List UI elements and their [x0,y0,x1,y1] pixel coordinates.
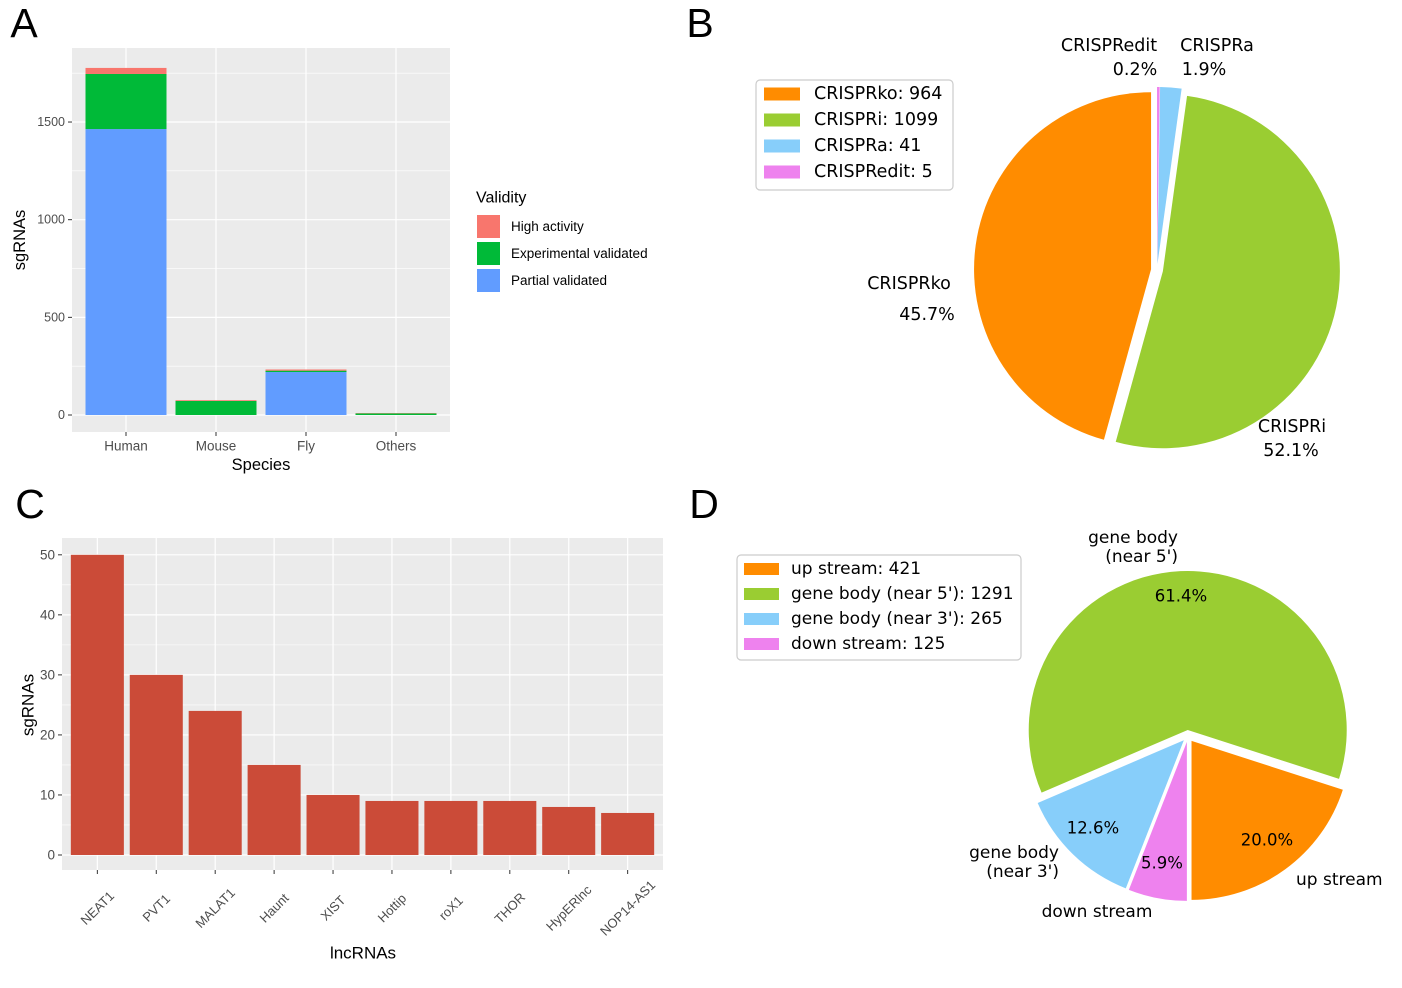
bar-segment [85,73,167,130]
legend-swatch [764,139,800,153]
legend-label: CRISPRi: 1099 [814,110,938,130]
panel-label: B [686,0,713,46]
legend-frame [755,79,954,191]
legend-title: Validity [476,190,526,207]
pie-label: CRISPRi [1258,417,1326,437]
pie-slice [1115,95,1340,449]
panel-a-stacked-bar-chart: 0 500 1000 1500 Human Mouse Fly Others Species sg… [10,0,647,474]
pie-percent-label: 45.7% [899,305,955,325]
legend-swatch [744,638,779,650]
legend-label: CRISPRko: 964 [814,84,942,104]
panel-label: C [15,481,45,527]
panel-label: D [689,481,719,527]
panel-b-pie-chart: CRISPRko 45.7% CRISPRi 52.1% CRISPRa 1.9% CRIS… [686,0,1340,461]
pie-label: CRISPRedit [1061,36,1157,56]
y-axis-title: sgRNAs [11,210,29,271]
legend-label: up stream: 421 [791,559,921,579]
pie-slice [1128,741,1187,901]
bar [483,800,537,855]
x-tick-label: Others [376,439,417,454]
bar-segment [175,400,257,401]
legend: Validity High activity Experimental valida… [476,190,648,292]
y-tick-label: 500 [44,310,65,324]
legend-key [477,215,500,238]
legend-swatch [744,563,779,575]
y-tick-label: 30 [40,667,55,682]
legend-swatch [764,165,800,179]
x-axis-title: Species [232,456,291,474]
y-tick-label: 10 [40,787,55,802]
legend-label: Experimental validated [511,246,648,261]
x-tick-label: Mouse [196,439,237,454]
pie-slice [1157,87,1160,265]
legend-label: CRISPRa: 41 [814,136,921,156]
x-tick-label: Fly [297,439,315,454]
pie-label: gene body [1088,528,1178,548]
pie-percent-label: 5.9% [1141,854,1183,873]
pie-label: down stream [1042,902,1153,922]
legend-swatch [744,588,779,600]
bar [70,554,124,855]
legend-label: High activity [511,219,584,234]
bar-segment [85,129,167,416]
pie-label: CRISPRa [1180,36,1254,56]
pie-slice [1028,571,1347,793]
legend-label: CRISPRedit: 5 [814,162,933,182]
pie-slice [1157,87,1182,265]
x-axis-title: lncRNAs [330,944,396,963]
pie-percent-label: 20.0% [1241,831,1293,850]
pie-label: (near 5') [1105,547,1178,567]
y-tick-label: 40 [40,607,55,622]
legend-swatch [764,87,800,101]
bar [306,794,360,855]
pie-percent-label: 1.9% [1182,60,1226,80]
pie-percent-label: 61.4% [1155,587,1207,606]
y-tick-label: 20 [40,727,55,742]
bar [365,800,419,855]
bar [601,812,655,855]
legend-label: gene body (near 5'): 1291 [791,584,1014,604]
pie-slice [1037,740,1184,889]
legend-label: gene body (near 3'): 265 [791,609,1003,629]
bar [247,764,301,855]
pie-percent-label: 0.2% [1113,60,1157,80]
legend: CRISPRko: 964 CRISPRi: 1099 CRISPRa: 41 CRI… [755,79,954,191]
pie-percent-label: 52.1% [1263,441,1319,461]
y-tick-label: 1500 [37,115,65,129]
pie-label: gene body [969,843,1059,863]
y-axis-title: sgRNAs [19,674,38,736]
legend-label: Partial validated [511,273,607,288]
bar [188,710,242,855]
y-tick-label: 50 [40,547,55,562]
bar [542,806,596,855]
legend-key [477,242,500,265]
legend-swatch [764,113,800,127]
pie-label: CRISPRko [867,274,951,294]
bar-segment [175,400,257,416]
y-tick-label: 0 [47,847,55,862]
pie-percent-label: 12.6% [1067,819,1119,838]
pie-label: up stream [1296,870,1383,890]
y-tick-label: 1000 [37,213,65,227]
bar-segment [265,369,347,371]
y-tick-label: 0 [58,408,65,422]
legend-key [477,269,500,292]
bar [129,674,183,855]
bar-segment [355,413,437,416]
panel-label: A [10,0,38,46]
legend-swatch [744,613,779,625]
pie-label: (near 3') [986,862,1059,882]
x-tick-label: Human [104,439,148,454]
bar-segment [265,370,347,373]
legend: up stream: 421 gene body (near 5'): 1291 g… [736,554,1022,661]
pie-slice [1191,740,1343,900]
bar-segment [265,372,347,416]
bar [424,800,478,855]
legend-label: down stream: 125 [791,634,945,654]
legend-frame [736,554,1022,661]
pie-slice [974,92,1152,440]
bar-segment [85,67,167,74]
